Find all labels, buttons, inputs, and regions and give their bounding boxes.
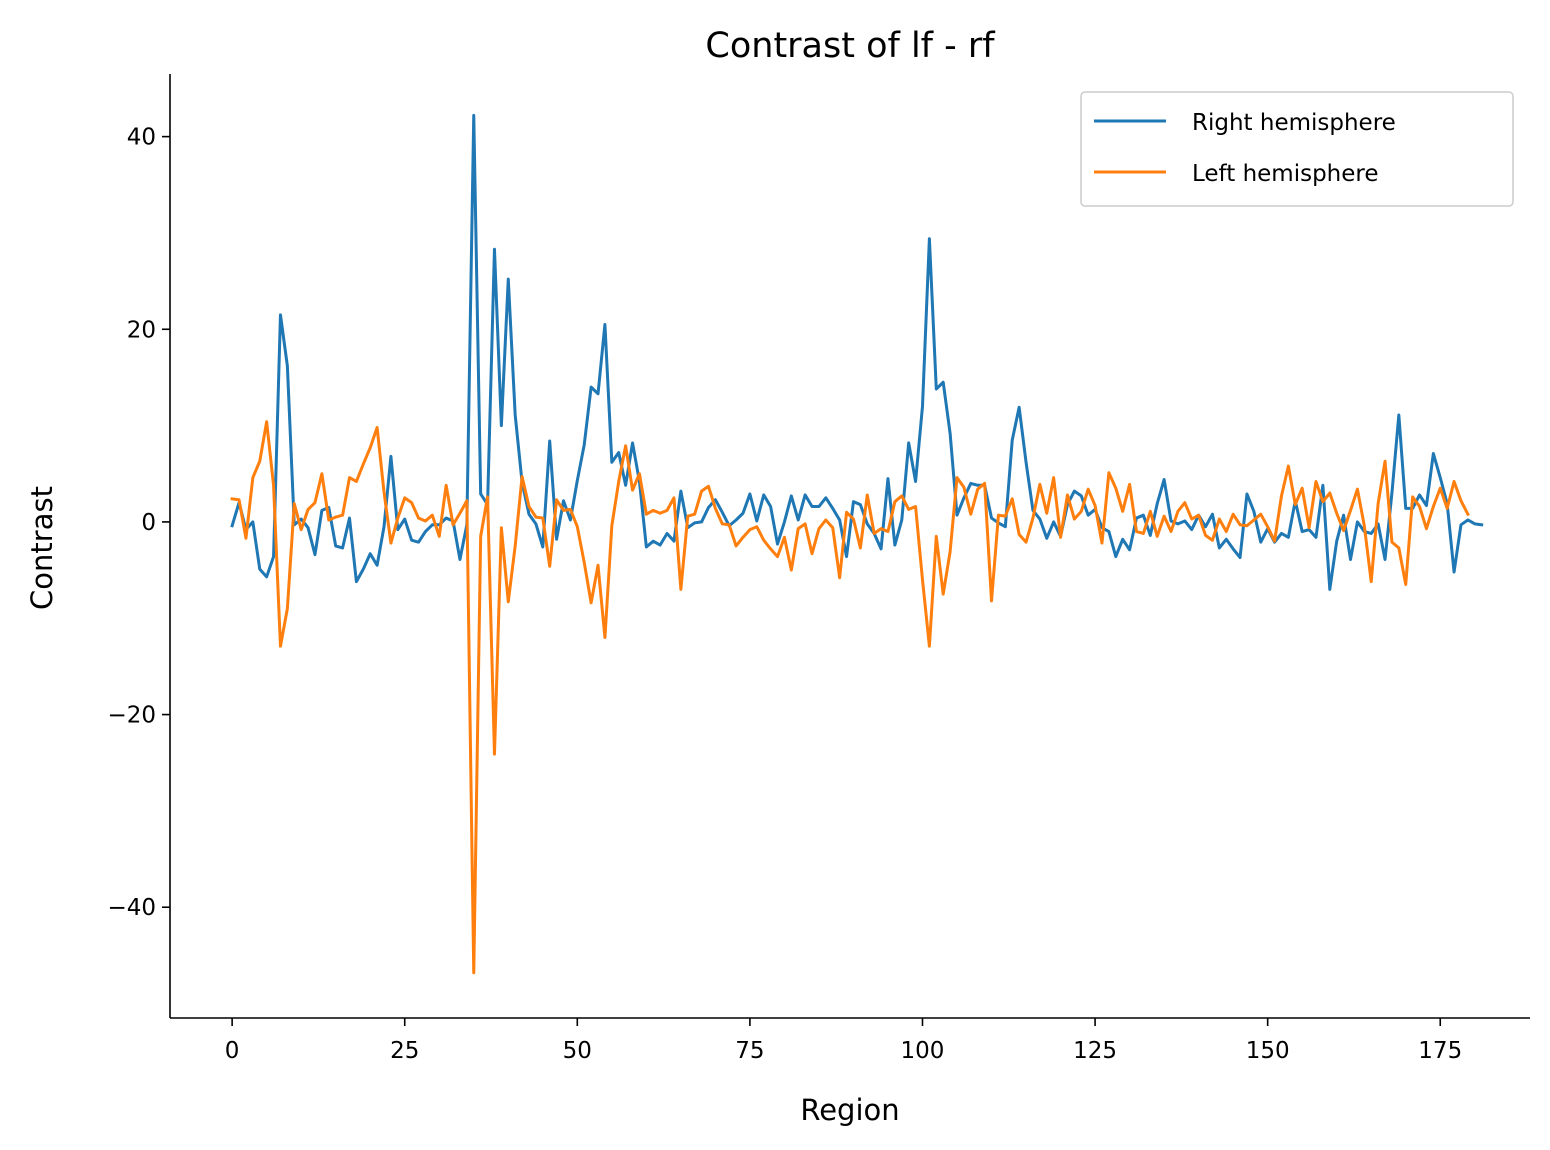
y-axis-title: Contrast bbox=[25, 486, 59, 610]
plot-area: 0 25 50 75 100 125 150 175 −40 −20 0 20 40 bbox=[107, 74, 1530, 1064]
legend: Right hemisphere Left hemisphere bbox=[1080, 91, 1514, 207]
x-tick-label: 150 bbox=[1246, 1038, 1290, 1064]
x-tick-label: 50 bbox=[563, 1038, 592, 1064]
legend-label-right-hemisphere: Right hemisphere bbox=[1192, 110, 1396, 136]
chart-title: Contrast of lf - rf bbox=[705, 26, 995, 66]
y-tick-label: 0 bbox=[141, 510, 156, 536]
legend-box bbox=[1080, 91, 1514, 207]
x-tick-label: 100 bbox=[901, 1038, 945, 1064]
y-tick-label: −20 bbox=[107, 703, 156, 729]
x-tick-label: 75 bbox=[735, 1038, 764, 1064]
y-axis-ticks: −40 −20 0 20 40 bbox=[107, 125, 170, 921]
y-tick-label: 40 bbox=[127, 125, 156, 151]
y-tick-label: −40 bbox=[107, 895, 156, 921]
x-axis-ticks: 0 25 50 75 100 125 150 175 bbox=[225, 1018, 1462, 1064]
x-tick-label: 125 bbox=[1073, 1038, 1117, 1064]
series-line-left-hemisphere bbox=[230, 420, 1470, 975]
y-tick-label: 20 bbox=[127, 317, 156, 343]
x-tick-label: 175 bbox=[1418, 1038, 1462, 1064]
series-lines bbox=[230, 113, 1484, 975]
x-tick-label: 0 bbox=[225, 1038, 240, 1064]
legend-label-left-hemisphere: Left hemisphere bbox=[1192, 161, 1379, 187]
x-axis-title: Region bbox=[800, 1093, 899, 1127]
x-tick-label: 25 bbox=[390, 1038, 419, 1064]
